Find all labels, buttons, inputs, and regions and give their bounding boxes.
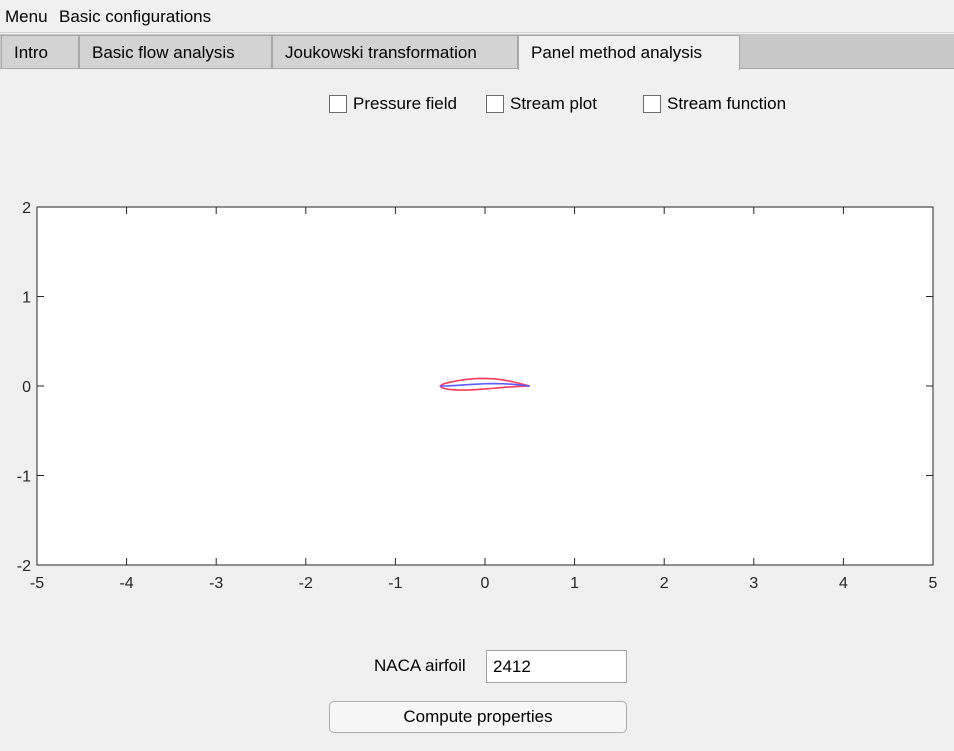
tab-joukowski-transformation[interactable]: Joukowski transformation <box>272 35 518 68</box>
x-tick-label: 3 <box>749 575 758 592</box>
tab-panel-method-analysis[interactable]: Panel method analysis <box>518 35 740 70</box>
y-tick-label: -1 <box>17 469 31 486</box>
stream-function-label: Stream function <box>667 94 787 113</box>
stream-function-checkbox[interactable]: Stream function <box>643 93 786 115</box>
naca-airfoil-label: NACA airfoil <box>374 656 466 675</box>
plot-area[interactable] <box>36 206 934 566</box>
tab-intro[interactable]: Intro <box>1 35 79 68</box>
tab-bar: Intro Basic flow analysis Joukowski tran… <box>0 34 954 70</box>
stream-function-checkbox-box[interactable] <box>643 95 661 113</box>
x-tick-label: -1 <box>388 575 402 592</box>
x-tick-label: 0 <box>481 575 490 592</box>
stream-plot-checkbox[interactable]: Stream plot <box>486 93 597 115</box>
x-tick-label: 2 <box>660 575 669 592</box>
compute-properties-button[interactable]: Compute properties <box>329 701 627 733</box>
menu-item-menu[interactable]: Menu <box>5 7 48 26</box>
pressure-field-checkbox[interactable]: Pressure field <box>329 93 457 115</box>
menu-item-basic-configurations[interactable]: Basic configurations <box>59 7 212 26</box>
x-tick-label: 4 <box>839 575 848 592</box>
airfoil-plot[interactable]: -5 -4 -3 -2 -1 0 1 2 3 4 5 2 1 0 -1 -2 <box>0 190 954 600</box>
x-tick-label: -5 <box>30 575 44 592</box>
stream-plot-checkbox-box[interactable] <box>486 95 504 113</box>
stream-plot-label: Stream plot <box>510 94 597 113</box>
y-tick-label: -2 <box>17 558 31 575</box>
pressure-field-checkbox-box[interactable] <box>329 95 347 113</box>
y-tick-label: 0 <box>22 379 31 396</box>
pressure-field-label: Pressure field <box>353 94 457 113</box>
tab-basic-flow-analysis[interactable]: Basic flow analysis <box>79 35 272 68</box>
x-tick-label: -3 <box>209 575 223 592</box>
y-tick-label: 1 <box>22 290 31 307</box>
x-tick-label: 5 <box>929 575 938 592</box>
y-tick-label: 2 <box>22 200 31 217</box>
naca-airfoil-input[interactable] <box>486 650 627 683</box>
x-tick-label: -2 <box>299 575 313 592</box>
x-tick-label: -4 <box>119 575 133 592</box>
x-tick-label: 1 <box>570 575 579 592</box>
menu-bar: Menu Basic configurations <box>0 0 954 33</box>
camber-line <box>440 382 530 387</box>
